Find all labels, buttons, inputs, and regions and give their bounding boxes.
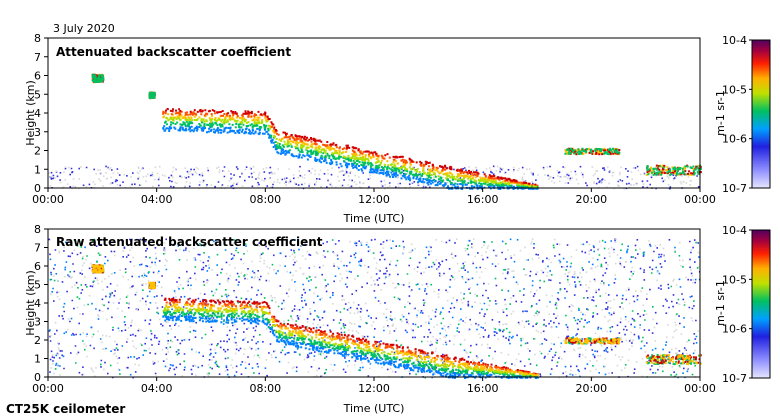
colorbar-unit: m-1 sr-1 <box>714 280 727 326</box>
backscatter-cells <box>48 238 701 379</box>
y-tick-label: 4 <box>34 107 41 120</box>
x-axis-label: Time (UTC) <box>343 212 405 225</box>
colorbar-tick-label: 10-7 <box>722 182 747 195</box>
y-tick-label: 3 <box>34 316 41 329</box>
x-tick-label: 00:00 <box>32 382 64 395</box>
raw-backscatter-data-layer <box>48 238 702 379</box>
x-tick-label: 00:00 <box>684 382 716 395</box>
y-tick-label: 8 <box>34 223 41 236</box>
y-tick-label: 7 <box>34 242 41 255</box>
y-tick-label: 0 <box>34 182 41 195</box>
x-tick-label: 04:00 <box>141 193 173 206</box>
colorbar: 10-7 10-6 10-5 10-4 m-1 sr-1 <box>714 34 771 195</box>
plot-area <box>48 38 700 188</box>
x-tick-label: 12:00 <box>358 382 390 395</box>
backscatter-cells <box>165 300 538 376</box>
y-tick-label: 6 <box>34 260 41 273</box>
colorbar-gradient <box>751 39 771 189</box>
panel-title: Raw attenuated backscatter coefficient <box>56 235 323 249</box>
y-axis-label: Height (km) <box>24 270 37 336</box>
x-tick-label: 20:00 <box>575 382 607 395</box>
x-axis-label: Time (UTC) <box>343 402 405 415</box>
colorbar-tick-label: 10-5 <box>722 273 747 286</box>
x-axis: 00:00 04:00 08:00 12:00 16:00 20:00 00:00 <box>32 377 716 395</box>
y-tick-label: 1 <box>34 163 41 176</box>
colorbar-tick-label: 10-4 <box>722 34 747 47</box>
x-axis: 00:00 04:00 08:00 12:00 16:00 20:00 00:00 <box>32 188 716 206</box>
y-axis: 0 1 2 3 4 5 6 7 8 <box>34 223 48 384</box>
x-tick-label: 12:00 <box>358 193 390 206</box>
y-tick-label: 6 <box>34 70 41 83</box>
colorbar-tick-label: 10-6 <box>722 323 747 336</box>
y-tick-label: 5 <box>34 279 41 292</box>
y-tick-label: 8 <box>34 32 41 45</box>
x-tick-label: 08:00 <box>249 193 281 206</box>
colorbar-ticks: 10-7 10-6 10-5 10-4 <box>722 224 752 385</box>
x-tick-label: 00:00 <box>684 193 716 206</box>
colorbar-ticks: 10-7 10-6 10-5 10-4 <box>722 34 752 195</box>
instrument-label: CT25K ceilometer <box>6 402 125 416</box>
date-label: 3 July 2020 <box>53 22 115 35</box>
panel-attenuated-backscatter: Attenuated backscatter coefficient 00:00… <box>24 32 771 225</box>
x-tick-label: 16:00 <box>467 193 499 206</box>
x-tick-label: 20:00 <box>575 193 607 206</box>
x-tick-label: 00:00 <box>32 193 64 206</box>
y-axis: 0 1 2 3 4 5 6 7 8 <box>34 32 48 195</box>
y-axis-label: Height (km) <box>24 80 37 146</box>
y-tick-label: 7 <box>34 51 41 64</box>
colorbar-unit: m-1 sr-1 <box>714 90 727 136</box>
x-tick-label: 04:00 <box>141 382 173 395</box>
y-tick-label: 4 <box>34 297 41 310</box>
panel-title: Attenuated backscatter coefficient <box>56 45 291 59</box>
colorbar-gradient <box>751 229 771 379</box>
colorbar-tick-label: 10-6 <box>722 133 747 146</box>
colorbar-tick-label: 10-7 <box>722 372 747 385</box>
y-tick-label: 5 <box>34 88 41 101</box>
y-tick-label: 0 <box>34 371 41 384</box>
y-tick-label: 2 <box>34 334 41 347</box>
colorbar: 10-7 10-6 10-5 10-4 m-1 sr-1 <box>714 224 771 385</box>
x-tick-label: 08:00 <box>249 382 281 395</box>
colorbar-tick-label: 10-4 <box>722 224 747 237</box>
colorbar-tick-label: 10-5 <box>722 83 747 96</box>
y-tick-label: 1 <box>34 353 41 366</box>
y-tick-label: 3 <box>34 126 41 139</box>
y-tick-label: 2 <box>34 145 41 158</box>
x-tick-label: 16:00 <box>467 382 499 395</box>
panel-raw-attenuated-backscatter: Raw attenuated backscatter coefficient 0… <box>24 223 771 415</box>
